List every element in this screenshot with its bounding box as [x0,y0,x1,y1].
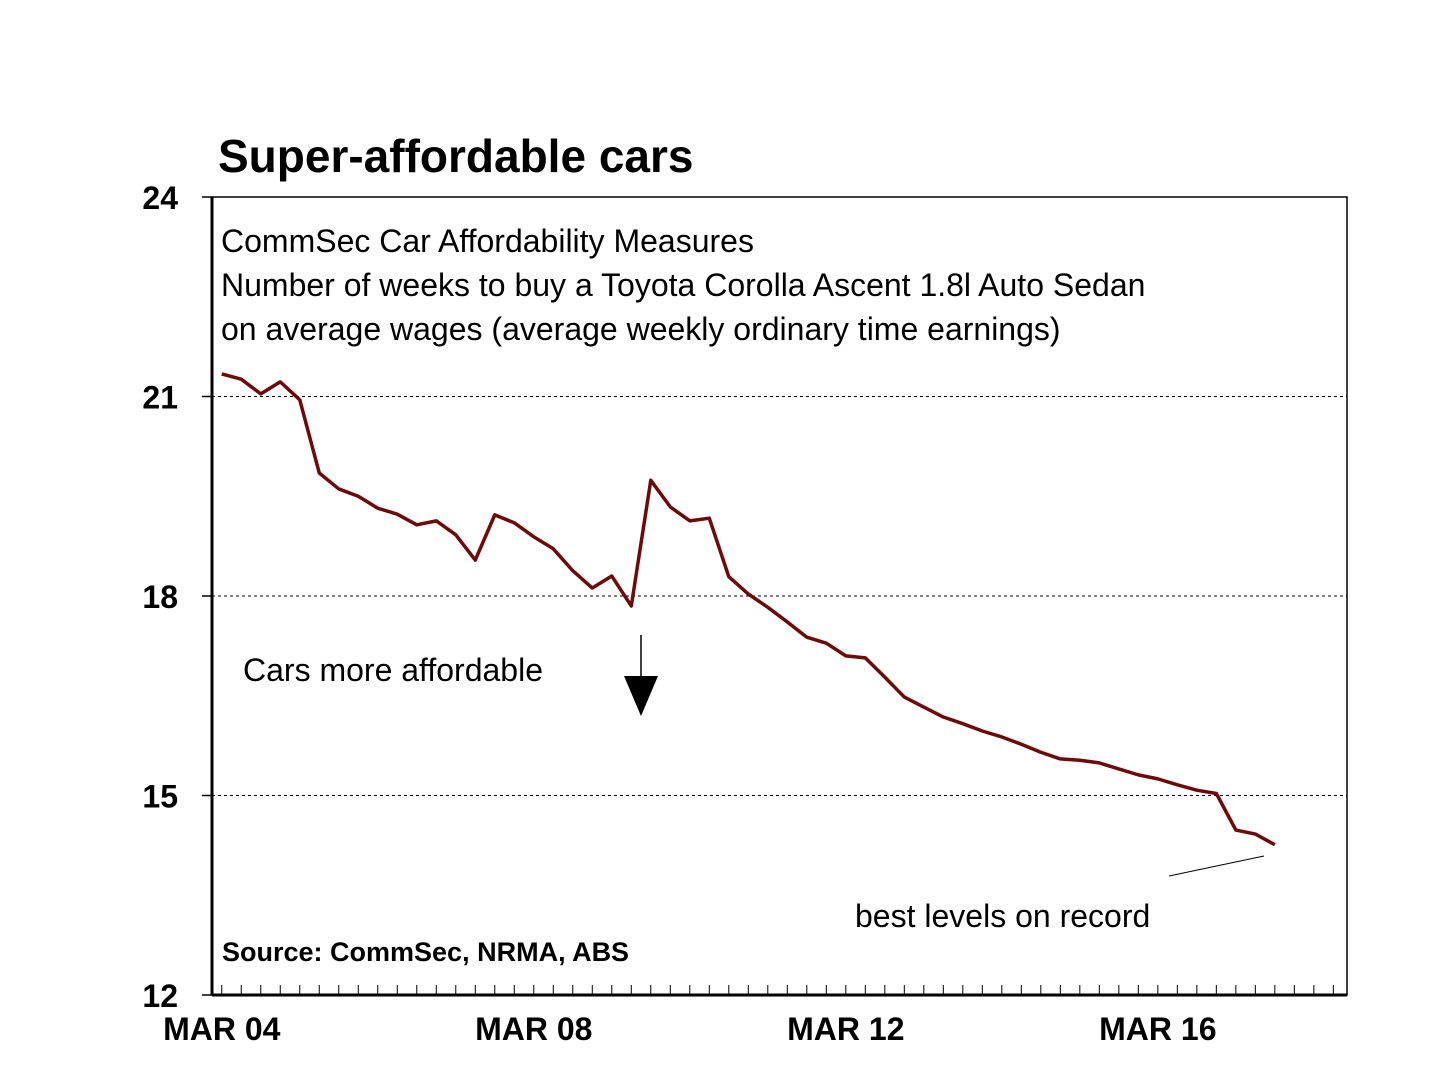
annotation-record-pointer [1168,855,1265,877]
y-tick-label: 12 [142,978,178,1014]
y-tick-label: 15 [142,779,178,815]
subtitle-line-2: Number of weeks to buy a Toyota Corolla … [221,267,1145,303]
y-tick-label: 24 [142,180,178,216]
x-tick-label: MAR 08 [475,1011,592,1047]
subtitle-line-3: on average wages (average weekly ordinar… [221,311,1061,347]
x-tick-label: MAR 16 [1099,1011,1216,1047]
annotation-affordable: Cars more affordable [243,652,543,688]
y-tick-label: 21 [142,380,178,416]
series-line [221,372,1276,847]
x-tick-label: MAR 04 [163,1011,281,1047]
y-tick-label: 18 [142,579,178,615]
down-arrow-icon [624,676,658,716]
chart-title: Super-affordable cars [218,130,693,182]
x-tick-label: MAR 12 [787,1011,904,1047]
subtitle-line-1: CommSec Car Affordability Measures [221,223,754,259]
source-note: Source: CommSec, NRMA, ABS [222,937,629,967]
annotation-record: best levels on record [855,898,1150,934]
